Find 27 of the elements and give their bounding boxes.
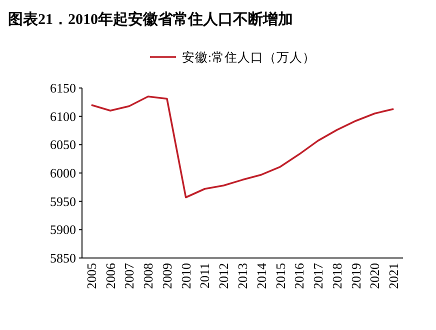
x-tick-label: 2014 [254,262,269,289]
x-tick-label: 2007 [122,262,137,289]
legend-label: 安徽:常住人口（万人） [182,50,316,64]
x-tick-label: 2015 [272,263,288,289]
chart-title: 图表21．2010年起安徽省常住人口不断增加 [8,10,293,28]
x-tick-label: 2019 [348,263,364,289]
line-series [90,96,394,198]
y-tick-label: 5900 [50,222,76,238]
x-tick-label: 2017 [310,262,326,289]
x-tick-label: 2010 [178,263,194,289]
y-tick-label: 6000 [50,166,76,180]
x-tick-label: 2021 [386,263,402,289]
y-tick-label: 5850 [50,250,76,266]
y-tick-label: 6100 [50,108,76,124]
x-tick-label: 2016 [292,262,307,289]
y-tick-label: 5950 [50,194,76,209]
x-tick-label: 2009 [159,263,174,289]
x-tick-label: 2011 [197,263,212,289]
x-tick-label: 2005 [84,263,99,289]
x-tick-label: 2008 [140,263,156,289]
x-tick-label: 2018 [329,263,344,289]
y-tick-label: 6150 [50,80,76,96]
x-tick-label: 2013 [235,263,250,289]
x-tick-label: 2006 [102,262,118,289]
y-tick-label: 6050 [50,137,76,152]
x-tick-label: 2020 [367,263,382,289]
x-tick-label: 2012 [216,263,232,289]
